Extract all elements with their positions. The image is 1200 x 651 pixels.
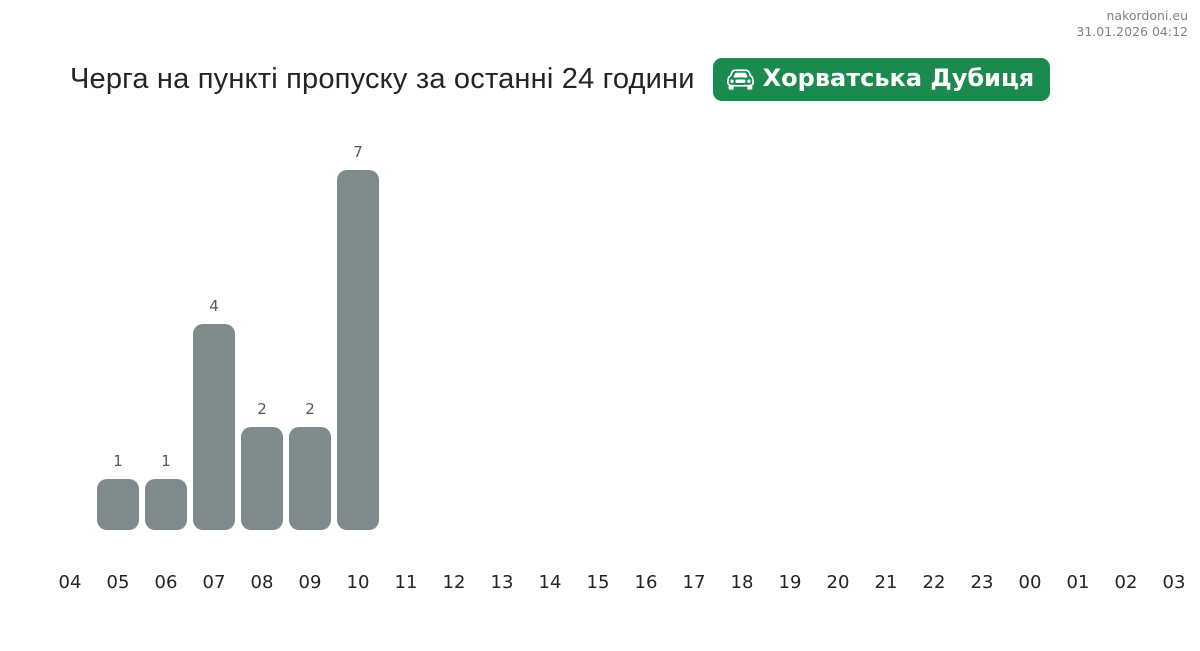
site-info: nakordoni.eu 31.01.2026 04:12 [1076, 8, 1188, 40]
x-tick-label-05: 05 [106, 572, 130, 593]
x-tick-label-01: 01 [1066, 572, 1090, 593]
x-tick-label-17: 17 [682, 572, 706, 593]
bar-value-label: 2 [305, 400, 315, 418]
bar-slot-10: 7 [334, 143, 382, 530]
bar-05 [97, 479, 139, 530]
x-tick-label-16: 16 [634, 572, 658, 593]
bar-10 [337, 170, 379, 530]
bar-slot-05: 1 [94, 452, 142, 530]
x-tick-label-06: 06 [154, 572, 178, 593]
x-tick-label-18: 18 [730, 572, 754, 593]
x-tick-label-14: 14 [538, 572, 562, 593]
x-tick-label-02: 02 [1114, 572, 1138, 593]
x-tick-label-23: 23 [970, 572, 994, 593]
site-domain: nakordoni.eu [1106, 8, 1188, 23]
x-tick-label-03: 03 [1162, 572, 1186, 593]
x-tick-label-13: 13 [490, 572, 514, 593]
checkpoint-name: Хорватська Дубиця [762, 64, 1035, 93]
car-front-icon [726, 66, 754, 93]
bar-value-label: 1 [161, 452, 171, 470]
x-tick-label-04: 04 [58, 572, 82, 593]
x-tick-label-12: 12 [442, 572, 466, 593]
x-tick-label-00: 00 [1018, 572, 1042, 593]
x-tick-label-07: 07 [202, 572, 226, 593]
bar-09 [289, 427, 331, 530]
bar-slot-06: 1 [142, 452, 190, 530]
bars-area: 1 1 4 2 2 7 [46, 120, 1198, 530]
title-row: Черга на пункті пропуску за останні 24 г… [70, 56, 1160, 103]
bar-08 [241, 427, 283, 530]
bar-value-label: 1 [113, 452, 123, 470]
x-tick-label-08: 08 [250, 572, 274, 593]
x-tick-label-11: 11 [394, 572, 418, 593]
bar-06 [145, 479, 187, 530]
x-tick-label-19: 19 [778, 572, 802, 593]
bar-slot-08: 2 [238, 400, 286, 530]
bar-value-label: 7 [353, 143, 363, 161]
bar-value-label: 2 [257, 400, 267, 418]
checkpoint-badge[interactable]: Хорватська Дубиця [712, 58, 1051, 101]
x-axis-labels: 04 05 06 07 08 09 10 11 12 13 14 15 16 17 18 19 20 21 22 23… [46, 572, 1198, 594]
bar-value-label: 4 [209, 297, 219, 315]
page-title: Черга на пункті пропуску за останні 24 г… [70, 63, 695, 95]
x-tick-label-21: 21 [874, 572, 898, 593]
timestamp: 31.01.2026 04:12 [1076, 24, 1188, 39]
x-tick-label-09: 09 [298, 572, 322, 593]
bar-slot-09: 2 [286, 400, 334, 530]
bar-slot-07: 4 [190, 297, 238, 530]
x-tick-label-20: 20 [826, 572, 850, 593]
x-tick-label-22: 22 [922, 572, 946, 593]
bar-07 [193, 324, 235, 530]
x-tick-label-15: 15 [586, 572, 610, 593]
x-tick-label-10: 10 [346, 572, 370, 593]
